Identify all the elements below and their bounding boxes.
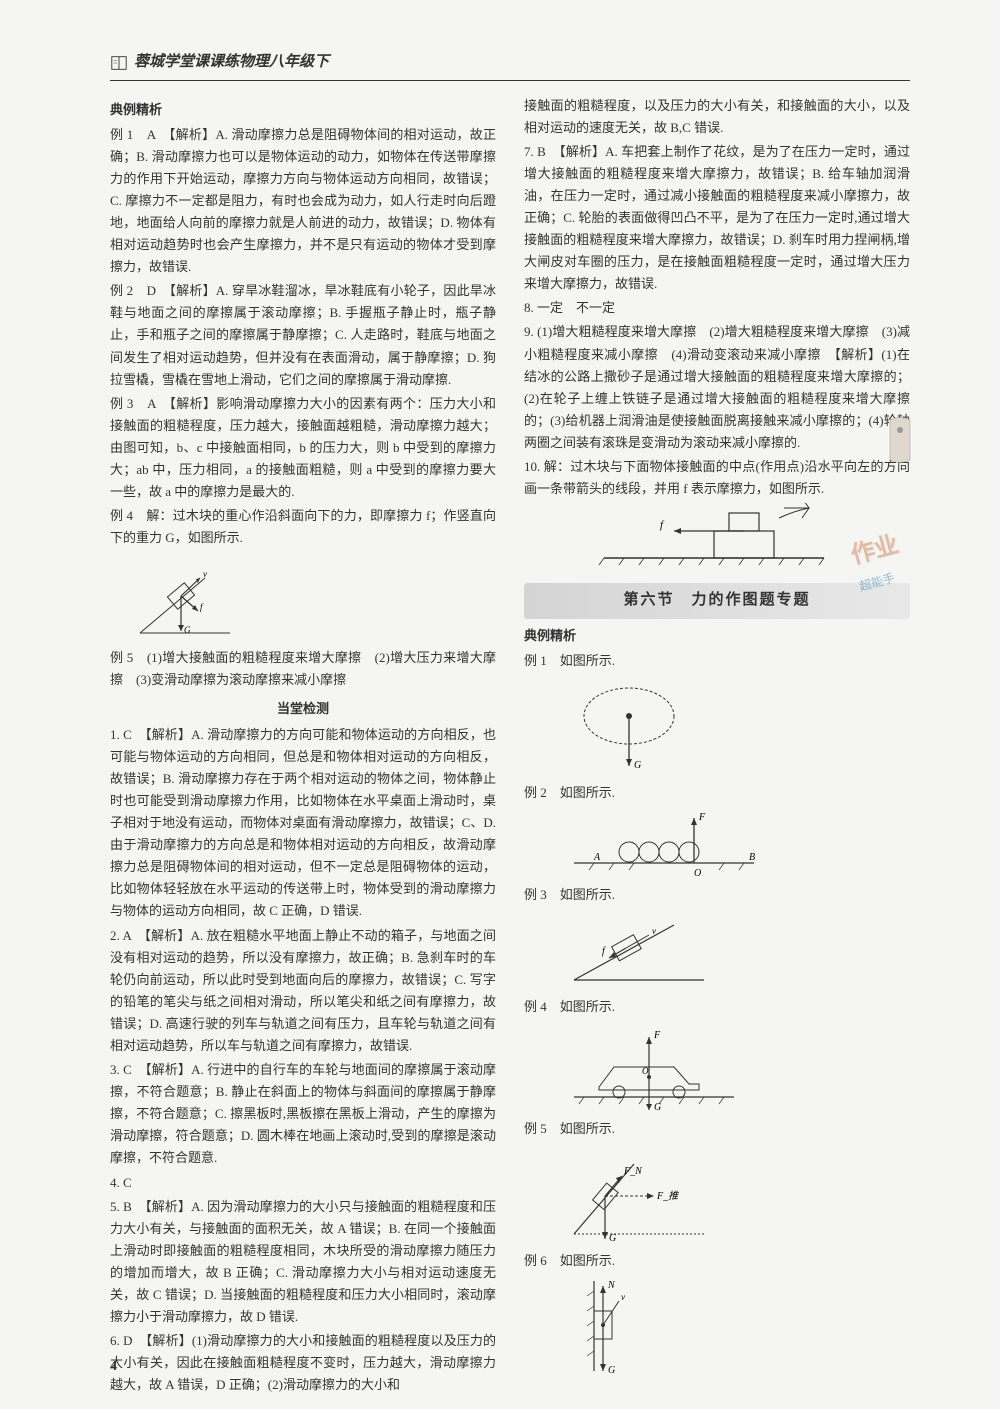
svg-text:f: f bbox=[200, 602, 204, 612]
svg-text:G: G bbox=[608, 1365, 615, 1376]
example-row-5: 例 5 如图所示. bbox=[524, 1118, 910, 1140]
figure-ex3: f v bbox=[564, 910, 714, 990]
svg-text:G: G bbox=[634, 760, 641, 771]
example-label-6: 例 6 如图所示. bbox=[524, 1250, 615, 1272]
example-row-3: 例 3 如图所示. bbox=[524, 884, 910, 906]
question-6: 6. D 【解析】(1)滑动摩擦力的大小和接触面的粗糙程度以及压力的大小有关，因… bbox=[110, 1330, 496, 1396]
example-label-2: 例 2 如图所示. bbox=[524, 782, 615, 804]
question-2: 2. A 【解析】A. 放在粗糙水平地面上静止不动的箱子，与地面之间没有相对运动… bbox=[110, 925, 496, 1058]
figure-friction-block: f bbox=[584, 503, 834, 573]
figure-ex2: A O B F bbox=[564, 808, 764, 878]
svg-text:G: G bbox=[609, 1233, 616, 1244]
figure-ex6: N v G bbox=[564, 1276, 684, 1376]
svg-text:G: G bbox=[654, 1102, 661, 1112]
svg-text:F: F bbox=[653, 1030, 661, 1041]
question-5: 5. B 【解析】A. 因为滑动摩擦力的大小只与接触面的粗糙程度和压力大小有关，… bbox=[110, 1196, 496, 1329]
svg-text:v: v bbox=[652, 926, 656, 936]
svg-text:F_推: F_推 bbox=[656, 1190, 679, 1202]
question-9: 9. (1)增大粗糙程度来增大摩擦 (2)增大粗糙程度来增大摩擦 (3)减小粗糙… bbox=[524, 321, 910, 454]
test-title: 当堂检测 bbox=[110, 698, 496, 720]
example-label-3: 例 3 如图所示. bbox=[524, 884, 615, 906]
page-number: 4 bbox=[110, 1355, 117, 1379]
example-row-2: 例 2 如图所示. bbox=[524, 782, 910, 804]
example-label-4: 例 4 如图所示. bbox=[524, 996, 615, 1018]
example-1: 例 1 A 【解析】A. 滑动摩擦力总是阻碍物体间的相对运动，故正确；B. 滑动… bbox=[110, 124, 496, 279]
question-3: 3. C 【解析】A. 行进中的自行车的车轮与地面间的摩擦属于滚动摩擦，不符合题… bbox=[110, 1059, 496, 1169]
figure-ex4: O F G bbox=[564, 1022, 744, 1112]
page-header: 蓉城学堂课课练物理八年级下 bbox=[110, 50, 910, 81]
example-row-6: 例 6 如图所示. bbox=[524, 1250, 910, 1272]
example-2: 例 2 D 【解析】A. 穿旱冰鞋溜冰，旱冰鞋底有小轮子，因此旱冰鞋与地面之间的… bbox=[110, 280, 496, 390]
svg-text:F: F bbox=[698, 812, 706, 823]
left-column: 典例精析 例 1 A 【解析】A. 滑动摩擦力总是阻碍物体间的相对运动，故正确；… bbox=[110, 95, 496, 1399]
question-1: 1. C 【解析】A. 滑动摩擦力的方向可能和物体运动的方向相反，也可能与物体运… bbox=[110, 724, 496, 923]
svg-text:F_N: F_N bbox=[623, 1166, 643, 1177]
right-column: 接触面的粗糙程度，以及压力的大小有关，和接触面的大小，以及相对运动的速度无关，故… bbox=[524, 95, 910, 1399]
example-label-1: 例 1 如图所示. bbox=[524, 650, 615, 672]
example-row-4: 例 4 如图所示. bbox=[524, 996, 910, 1018]
example-row-1: 例 1 如图所示. bbox=[524, 650, 910, 672]
svg-text:O: O bbox=[694, 868, 701, 878]
question-6-continued: 接触面的粗糙程度，以及压力的大小有关，和接触面的大小，以及相对运动的速度无关，故… bbox=[524, 95, 910, 139]
figure-ex1: G bbox=[564, 676, 694, 776]
question-7: 7. B 【解析】A. 车把套上制作了花纹，是为了在压力一定时，通过增大接触面的… bbox=[524, 141, 910, 296]
svg-text:G: G bbox=[184, 625, 191, 635]
svg-text:A: A bbox=[593, 852, 601, 863]
svg-text:v: v bbox=[203, 569, 207, 579]
figure-incline-block: v f G bbox=[130, 553, 240, 643]
question-8: 8. 一定 不一定 bbox=[524, 297, 910, 319]
book-icon bbox=[110, 54, 128, 72]
question-10: 10. 解：过木块与下面物体接触面的中点(作用点)沿水平向左的方向画一条带箭头的… bbox=[524, 456, 910, 500]
section-6-header: 第六节 力的作图题专题 bbox=[524, 583, 910, 619]
content-columns: 典例精析 例 1 A 【解析】A. 滑动摩擦力总是阻碍物体间的相对运动，故正确；… bbox=[110, 95, 910, 1399]
example-3: 例 3 A 【解析】影响滑动摩擦力大小的因素有两个：压力大小和接触面的粗糙程度，… bbox=[110, 393, 496, 503]
svg-text:O: O bbox=[642, 1066, 649, 1076]
section-title-examples: 典例精析 bbox=[110, 99, 496, 121]
example-4: 例 4 解：过木块的重心作沿斜面向下的力，即摩擦力 f；作竖直向下的重力 G，如… bbox=[110, 505, 496, 549]
svg-text:N: N bbox=[607, 1280, 616, 1291]
corner-decoration-icon bbox=[885, 410, 915, 470]
svg-text:B: B bbox=[749, 852, 755, 863]
svg-text:f: f bbox=[660, 519, 665, 531]
question-4: 4. C bbox=[110, 1172, 496, 1194]
example-5: 例 5 (1)增大接触面的粗糙程度来增大摩擦 (2)增大压力来增大摩擦 (3)变… bbox=[110, 647, 496, 691]
section-title-examples-2: 典例精析 bbox=[524, 625, 910, 647]
svg-text:v: v bbox=[621, 1292, 625, 1302]
svg-text:f: f bbox=[602, 946, 606, 957]
header-title: 蓉城学堂课课练物理八年级下 bbox=[134, 50, 329, 76]
figure-ex5: F_N F_推 G bbox=[564, 1144, 714, 1244]
example-label-5: 例 5 如图所示. bbox=[524, 1118, 615, 1140]
